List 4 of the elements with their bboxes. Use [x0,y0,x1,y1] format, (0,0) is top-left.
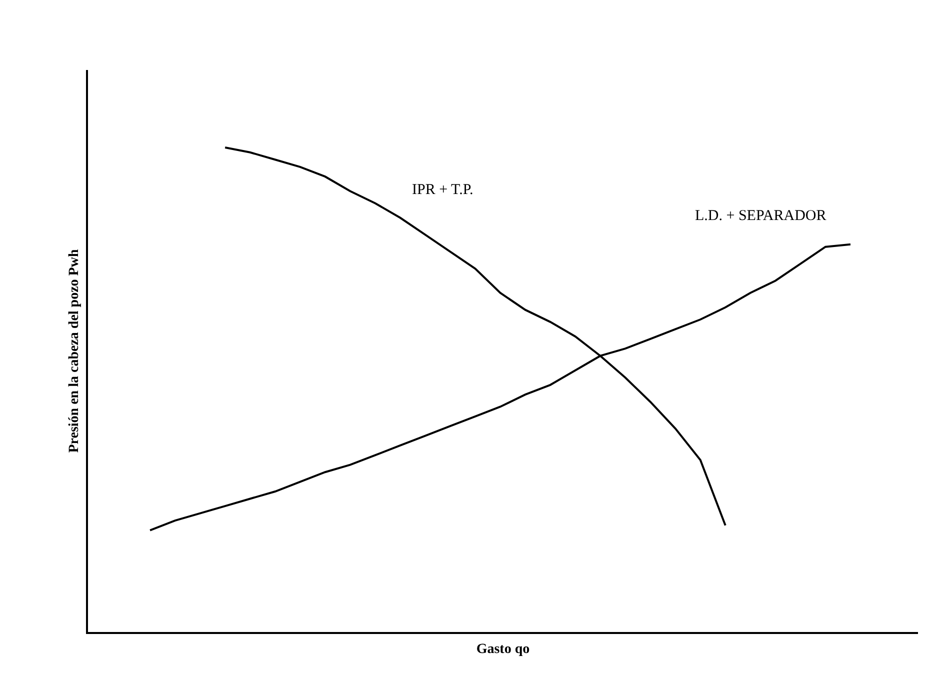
series-label: L.D. + SEPARADOR [695,208,826,224]
x-axis-title: Gasto qo [476,642,530,658]
series-label: IPR + T.P. [412,182,474,198]
y-axis-title: Presión en la cabeza del pozo Pwh [67,249,82,453]
